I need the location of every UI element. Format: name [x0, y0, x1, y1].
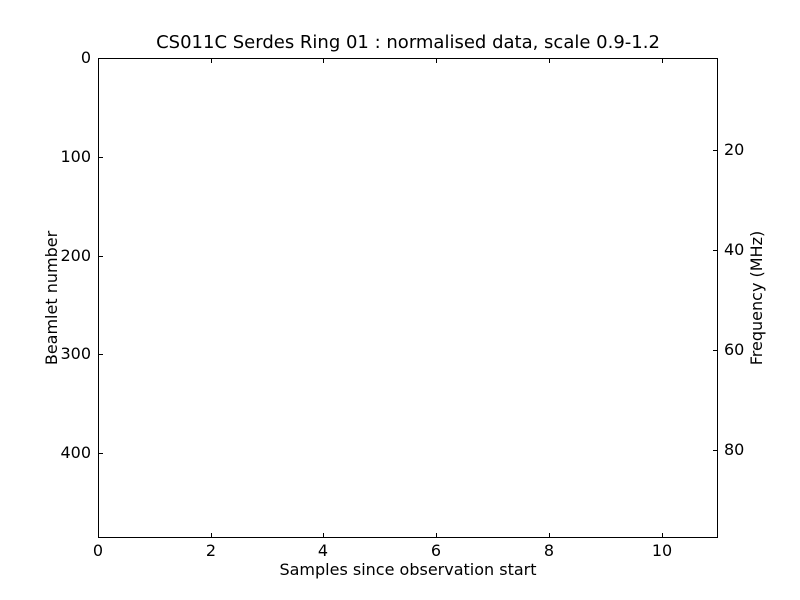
y-left-tick [99, 354, 103, 355]
y-axis-label-right: Frequency (MHz) [747, 230, 766, 366]
y-right-tick-label: 40 [724, 240, 745, 259]
y-right-tick-label: 80 [724, 440, 745, 459]
y-left-tick-label: 400 [60, 443, 91, 462]
x-tick [211, 533, 212, 537]
y-right-tick-label: 20 [724, 140, 745, 159]
y-right-tick [713, 450, 717, 451]
x-axis-label: Samples since observation start [279, 560, 537, 579]
y-left-tick [99, 157, 103, 158]
x-top-tick [662, 59, 663, 63]
x-tick-label: 2 [205, 541, 217, 560]
x-top-tick [211, 59, 212, 63]
chart-title: CS011C Serdes Ring 01 : normalised data,… [156, 32, 660, 53]
x-tick [662, 533, 663, 537]
plot-area [98, 58, 718, 538]
y-left-tick [99, 453, 103, 454]
y-left-tick [99, 256, 103, 257]
y-left-tick-label: 0 [80, 48, 91, 67]
x-tick-label: 10 [651, 541, 673, 560]
y-right-tick [713, 350, 717, 351]
y-left-tick-label: 100 [60, 147, 91, 166]
x-tick-label: 6 [430, 541, 442, 560]
x-tick [98, 533, 99, 537]
y-left-tick [99, 58, 103, 59]
x-top-tick [323, 59, 324, 63]
y-axis-label-left: Beamlet number [42, 230, 61, 366]
y-left-tick-label: 300 [60, 344, 91, 363]
x-top-tick [98, 59, 99, 63]
y-right-tick-label: 60 [724, 340, 745, 359]
x-top-tick [549, 59, 550, 63]
x-tick-label: 0 [92, 541, 104, 560]
y-left-tick-label: 200 [60, 246, 91, 265]
y-right-tick [713, 250, 717, 251]
x-top-tick [436, 59, 437, 63]
x-tick-label: 4 [317, 541, 329, 560]
x-tick-label: 8 [543, 541, 555, 560]
x-tick [436, 533, 437, 537]
y-right-tick [713, 150, 717, 151]
x-tick [549, 533, 550, 537]
x-tick [323, 533, 324, 537]
